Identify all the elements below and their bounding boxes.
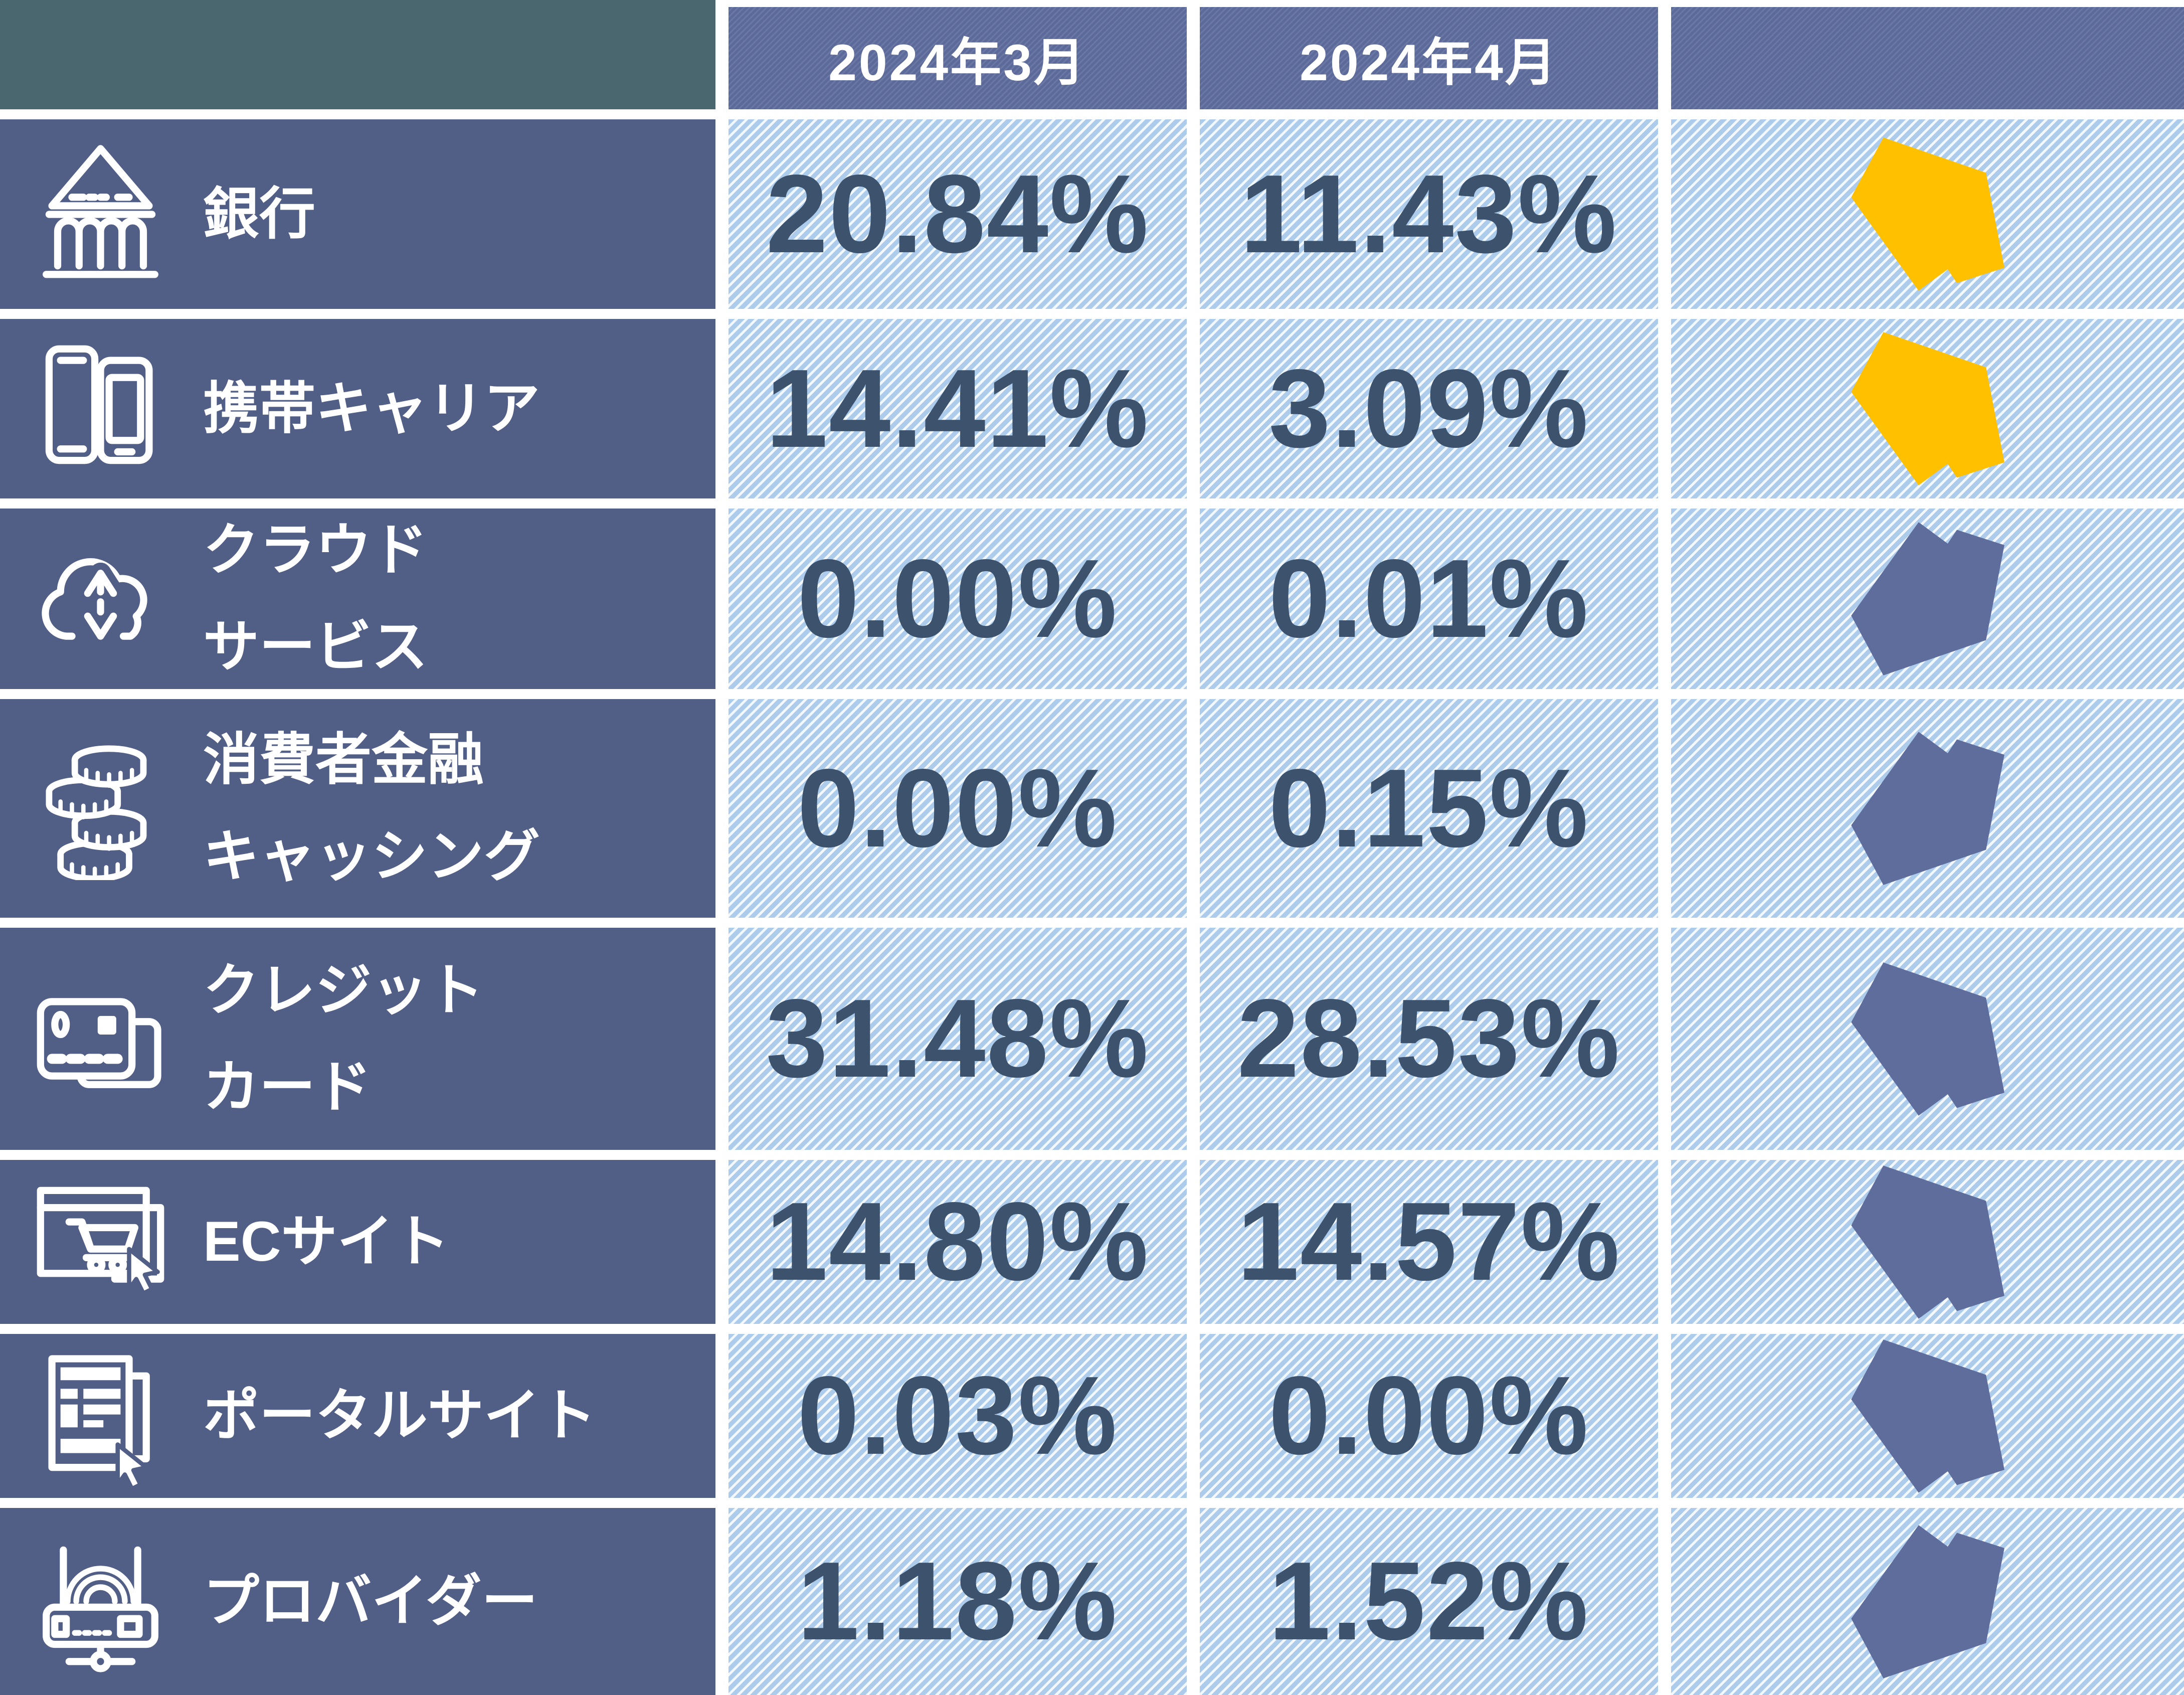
- category-cell: 消費者金融キャッシング: [0, 699, 715, 918]
- value-cell-april: 11.43%: [1200, 119, 1658, 309]
- category-cell: プロバイダー: [0, 1508, 715, 1695]
- value-cell-april: 3.09%: [1200, 319, 1658, 498]
- portal-site-icon: [25, 1338, 175, 1494]
- value-cell-april: 14.57%: [1200, 1160, 1658, 1324]
- category-label-line: カード: [203, 1055, 372, 1118]
- category-label: ポータルサイト: [203, 1368, 596, 1464]
- trend-cell: [1671, 1160, 2184, 1324]
- trend-arrow-down-icon: [1851, 962, 2005, 1116]
- category-label: クレジット カード: [203, 942, 484, 1135]
- trend-arrow-down-icon: [1851, 332, 2005, 485]
- category-label-line: クレジット: [203, 958, 484, 1022]
- value-cell-march: 1.18%: [729, 1508, 1187, 1695]
- ec-site-icon: [25, 1164, 175, 1320]
- trend-cell: [1671, 928, 2184, 1150]
- trend-cell: [1671, 119, 2184, 309]
- value-cell-april: 1.52%: [1200, 1508, 1658, 1695]
- category-label-line: 消費者金融: [203, 728, 484, 791]
- category-label-line: ポータルサイト: [203, 1384, 596, 1447]
- column-header-april: 2024年4月: [1200, 7, 1658, 109]
- category-label: 消費者金融キャッシング: [203, 712, 540, 905]
- category-cell: 銀行: [0, 119, 715, 309]
- coins-icon: [25, 731, 175, 886]
- category-label-line: クラウド: [203, 519, 428, 582]
- category-cell: 携帯キャリア: [0, 319, 715, 498]
- bank-icon: [25, 136, 175, 292]
- value-cell-march: 20.84%: [729, 119, 1187, 309]
- value-cell-april: 0.15%: [1200, 699, 1658, 918]
- trend-cell: [1671, 1508, 2184, 1695]
- category-label: 携帯キャリア: [203, 361, 540, 457]
- trend-cell: [1671, 508, 2184, 689]
- category-cell: ポータルサイト: [0, 1334, 715, 1498]
- value-cell-march: 31.48%: [729, 928, 1187, 1150]
- trend-arrow-up-icon: [1851, 1524, 2005, 1678]
- category-cell: クラウド サービス: [0, 508, 715, 689]
- value-cell-april: 0.00%: [1200, 1334, 1658, 1498]
- category-label: クラウド サービス: [203, 502, 428, 695]
- category-label-line: サービス: [203, 615, 428, 678]
- value-cell-march: 0.00%: [729, 508, 1187, 689]
- smartphones-icon: [25, 331, 175, 486]
- credit-card-icon: [25, 961, 175, 1117]
- value-cell-march: 14.80%: [729, 1160, 1187, 1324]
- router-icon: [25, 1524, 175, 1679]
- trend-arrow-down-icon: [1851, 137, 2005, 291]
- trend-arrow-down-icon: [1851, 1339, 2005, 1493]
- trend-arrow-down-icon: [1851, 1165, 2005, 1319]
- value-cell-march: 0.00%: [729, 699, 1187, 918]
- table-corner-cell: [0, 0, 715, 109]
- category-label: プロバイダー: [203, 1553, 538, 1650]
- category-label: 銀行: [203, 166, 315, 263]
- category-cell: ECサイト: [0, 1160, 715, 1324]
- category-cell: クレジット カード: [0, 928, 715, 1150]
- category-label-line: 銀行: [203, 182, 315, 245]
- value-cell-march: 0.03%: [729, 1334, 1187, 1498]
- trend-arrow-up-icon: [1851, 522, 2005, 675]
- value-cell-april: 0.01%: [1200, 508, 1658, 689]
- category-label-line: キャッシング: [203, 825, 540, 888]
- column-header-march: 2024年3月: [729, 7, 1187, 109]
- trend-cell: [1671, 1334, 2184, 1498]
- trend-cell: [1671, 319, 2184, 498]
- trend-cell: [1671, 699, 2184, 918]
- column-header-trend: [1671, 7, 2184, 109]
- category-label-line: プロバイダー: [203, 1570, 538, 1633]
- category-label: ECサイト: [203, 1194, 450, 1290]
- trend-arrow-up-icon: [1851, 732, 2005, 885]
- value-cell-april: 28.53%: [1200, 928, 1658, 1150]
- category-label-line: 携帯キャリア: [203, 377, 540, 440]
- cloud-transfer-icon: [25, 521, 175, 676]
- category-label-line: ECサイト: [203, 1210, 450, 1273]
- value-cell-march: 14.41%: [729, 319, 1187, 498]
